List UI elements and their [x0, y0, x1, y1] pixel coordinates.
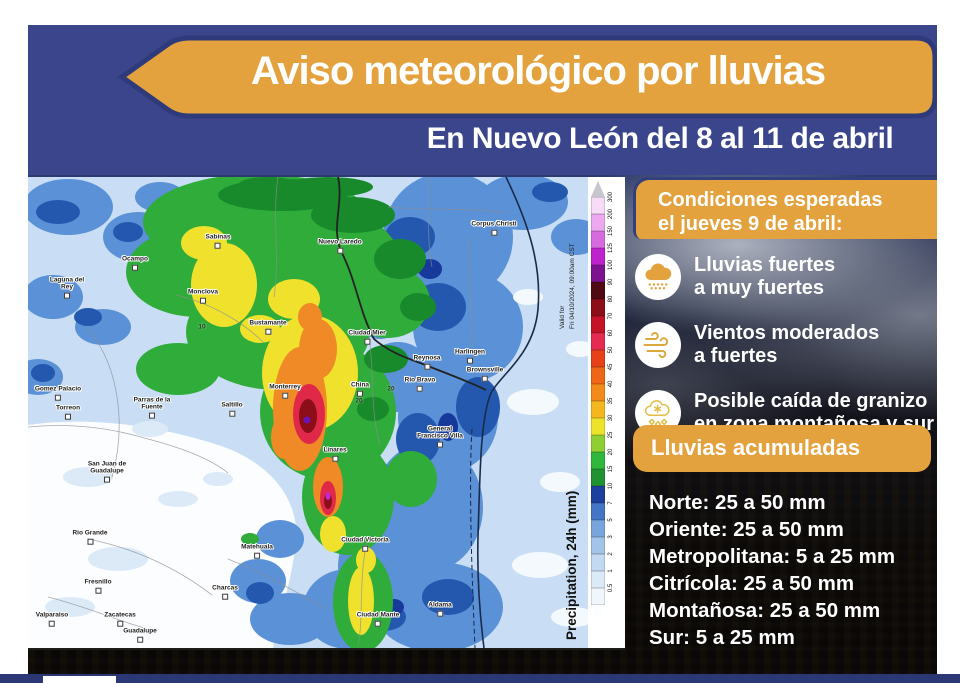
rain-cloud-icon	[635, 254, 681, 300]
footer-logo-box	[43, 676, 116, 683]
colorbar-tick: 25	[608, 431, 614, 439]
colorbar-tick: 40	[608, 380, 614, 388]
colorbar-tick: 10	[608, 482, 614, 490]
accumulated-rain-item: Metropolitana: 5 a 25 mm	[649, 545, 896, 568]
colorbar-tick: 0.1	[608, 602, 614, 612]
colorbar-segment: 1	[591, 569, 614, 588]
accumulated-rain-item: Sur: 5 a 25 mm	[649, 626, 795, 649]
colorbar-segment: 10	[591, 483, 614, 503]
map-contour-layer: 10 20 20	[28, 177, 588, 648]
colorbar-tip-wrap: 0.1	[591, 605, 605, 621]
colorbar-segment: 70	[591, 313, 614, 333]
page-title: Aviso meteorológico por lluvias	[250, 49, 826, 93]
colorbar-arrow-icon	[591, 181, 605, 197]
contour-value-label: 20	[355, 397, 363, 405]
colorbar-segment: 100	[591, 260, 614, 282]
colorbar-tick: 5	[608, 518, 614, 522]
colorbar-segment: 7	[591, 501, 614, 520]
colorbar-tick: 3	[608, 535, 614, 539]
colorbar-segment: 30	[591, 415, 614, 435]
condition-wind-line1: Vientos moderados	[694, 322, 880, 344]
colorbar-segment: 300	[591, 192, 614, 214]
poster-content: Aviso meteorológico por lluvias En Nuevo…	[28, 25, 937, 675]
colorbar-tick: 0.5	[608, 583, 614, 593]
colorbar-tick: 45	[608, 363, 614, 371]
accumulated-rain-item: Montañosa: 25 a 50 mm	[649, 599, 881, 622]
page-subtitle: En Nuevo León del 8 al 11 de abril	[426, 122, 894, 155]
accumulated-rain-item: Citrícola: 25 a 50 mm	[649, 572, 855, 595]
precipitation-map-panel: Sabinas Nuevo Laredo Corpus Christi	[28, 177, 625, 650]
condition-rain-line2: a muy fuertes	[694, 277, 825, 299]
accumulated-rain-item: Oriente: 25 a 50 mm	[649, 518, 844, 541]
accumulated-rain-list: Norte: 25 a 50 mm Oriente: 25 a 50 mm Me…	[649, 489, 895, 651]
accumulated-rain-item: Norte: 25 a 50 mm	[649, 491, 826, 514]
colorbar-segment: 45	[591, 364, 614, 384]
colorbar-segment: 2	[591, 552, 614, 571]
colorbar-tip-icon: 0.1	[591, 605, 605, 621]
conditions-list: Lluvias fuertes a muy fuertes Vientos mo…	[635, 253, 937, 457]
colorbar-segment: 90	[591, 279, 614, 299]
condition-text: Lluvias fuertes a muy fuertes	[694, 254, 835, 300]
condition-item-wind: Vientos moderados a fuertes	[635, 321, 937, 369]
conditions-header: Condiciones esperadas el jueves 9 de abr…	[633, 177, 937, 239]
valid-for-line2: Fri 04/10/2024, 09:00am CST	[568, 243, 576, 329]
colorbar-segment: 150	[591, 226, 614, 248]
colorbar-tick: 15	[608, 465, 614, 473]
colorbar-tick: 50	[608, 346, 614, 354]
colorbar-segment: 35	[591, 398, 614, 418]
condition-rain-line1: Lluvias fuertes	[694, 254, 836, 276]
colorbar-segment: 40	[591, 381, 614, 401]
valid-for-label: Valid for Fri 04/10/2024, 09:00am CST	[558, 183, 578, 329]
condition-item-rain: Lluvias fuertes a muy fuertes	[635, 253, 937, 301]
condition-text: Vientos moderados a fuertes	[694, 322, 879, 368]
condition-hail-line1: Posible caída de granizo	[694, 390, 928, 412]
colorbar-tick: 80	[608, 295, 614, 303]
colorbar-segment: 200	[591, 209, 614, 231]
conditions-header-line2: el jueves 9 de abril:	[658, 212, 843, 235]
precipitation-map	[28, 177, 588, 648]
colorbar-segment: 60	[591, 330, 614, 350]
contour-value-label: 10	[198, 323, 206, 331]
colorbar-tick: 150	[608, 226, 614, 237]
colorbar-tick: 90	[608, 278, 614, 286]
condition-wind-line2: a fuertes	[694, 345, 778, 367]
colorbar-tick: 7	[608, 501, 614, 505]
colorbar-tick: 70	[608, 312, 614, 320]
colorbar-tick: 30	[608, 414, 614, 422]
colorbar-tick: 100	[608, 260, 614, 271]
colorbar-tick: 300	[608, 192, 614, 203]
footer-bar	[0, 674, 960, 683]
colorbar-segment: 0.5	[591, 584, 614, 605]
colorbar-tick: 2	[608, 552, 614, 556]
colorbar-tick: 200	[608, 209, 614, 220]
title-ribbon-shape	[117, 35, 937, 119]
colorbar-tick: 20	[608, 448, 614, 456]
colorbar-segment: 25	[591, 432, 614, 452]
accumulated-rain-header: Lluvias acumuladas	[633, 425, 931, 472]
colorbar-segment: 3	[591, 535, 614, 554]
precipitation-colorbar: 300 200 150 125 100	[591, 181, 614, 605]
colorbar-tick: 35	[608, 397, 614, 405]
colorbar-segment: 125	[591, 243, 614, 265]
colorbar-segment: 15	[591, 466, 614, 486]
colorbar-segment: 80	[591, 296, 614, 316]
conditions-panel: Condiciones esperadas el jueves 9 de abr…	[633, 177, 937, 675]
colorbar-segment: 50	[591, 347, 614, 367]
colorbar-tick: 60	[608, 329, 614, 337]
conditions-header-line1: Condiciones esperadas	[658, 189, 883, 211]
colorbar-tick: 125	[608, 243, 614, 254]
valid-for-line1: Valid for	[559, 305, 566, 329]
colorbar-segment: 20	[591, 449, 614, 469]
colorbar-title: Precipitation, 24h (mm)	[564, 490, 579, 640]
contour-value-label: 20	[387, 385, 395, 393]
wind-icon	[635, 322, 681, 368]
colorbar-tick: 1	[608, 569, 614, 573]
colorbar-segment: 5	[591, 518, 614, 537]
